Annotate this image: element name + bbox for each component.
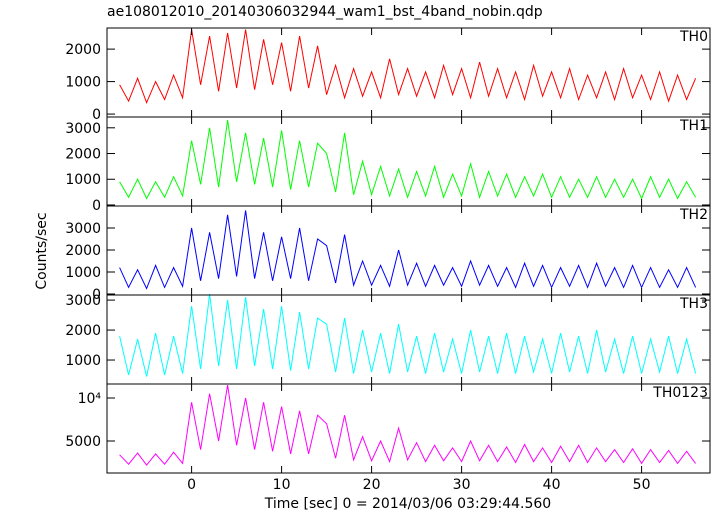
x-axis-label: Time [sec] 0 = 2014/03/06 03:29:44.560 (264, 496, 551, 512)
chart-title: ae108012010_20140306032944_wam1_bst_4ban… (107, 4, 543, 20)
x-tick-label: 40 (543, 477, 561, 493)
y-tick-label: 5000 (65, 434, 101, 450)
y-tick-label: 3000 (65, 221, 101, 237)
series-line (119, 294, 697, 377)
y-tick-label: 2000 (65, 147, 101, 163)
panel-frame (106, 205, 711, 296)
series-line (119, 120, 697, 200)
y-tick-label: 0 (92, 198, 101, 214)
panel-label: TH0 (679, 29, 708, 45)
panel-frame (106, 383, 711, 474)
y-tick-label: 1000 (65, 75, 101, 91)
panel-label: TH2 (679, 207, 708, 223)
y-tick-label: 1000 (65, 353, 101, 369)
y-tick-label: 1000 (65, 265, 101, 281)
y-tick-label: 3000 (65, 121, 101, 137)
y-tick-label: 0 (92, 107, 101, 123)
x-tick-label: 50 (633, 477, 651, 493)
y-tick-label: 0 (92, 287, 101, 303)
y-tick-label: 2000 (65, 42, 101, 58)
x-tick-label: 10 (273, 477, 291, 493)
x-tick-label: 30 (453, 477, 471, 493)
y-tick-label: 10⁴ (78, 391, 102, 407)
y-tick-label: 2000 (65, 323, 101, 339)
y-tick-label: 1000 (65, 172, 101, 188)
panel-label: TH1 (679, 118, 708, 134)
panel-label: TH0123 (652, 385, 708, 401)
panel-label: TH3 (679, 296, 708, 312)
series-line (119, 29, 697, 105)
y-tick-label: 2000 (65, 243, 101, 259)
x-tick-label: 20 (363, 477, 381, 493)
panel-frame (106, 294, 711, 385)
y-tick-label: 3000 (65, 293, 101, 309)
panel-frame (106, 116, 711, 207)
series-line (119, 210, 697, 290)
x-tick-label: 0 (187, 477, 196, 493)
series-line (119, 385, 697, 466)
y-axis-label: Counts/sec (34, 212, 50, 289)
